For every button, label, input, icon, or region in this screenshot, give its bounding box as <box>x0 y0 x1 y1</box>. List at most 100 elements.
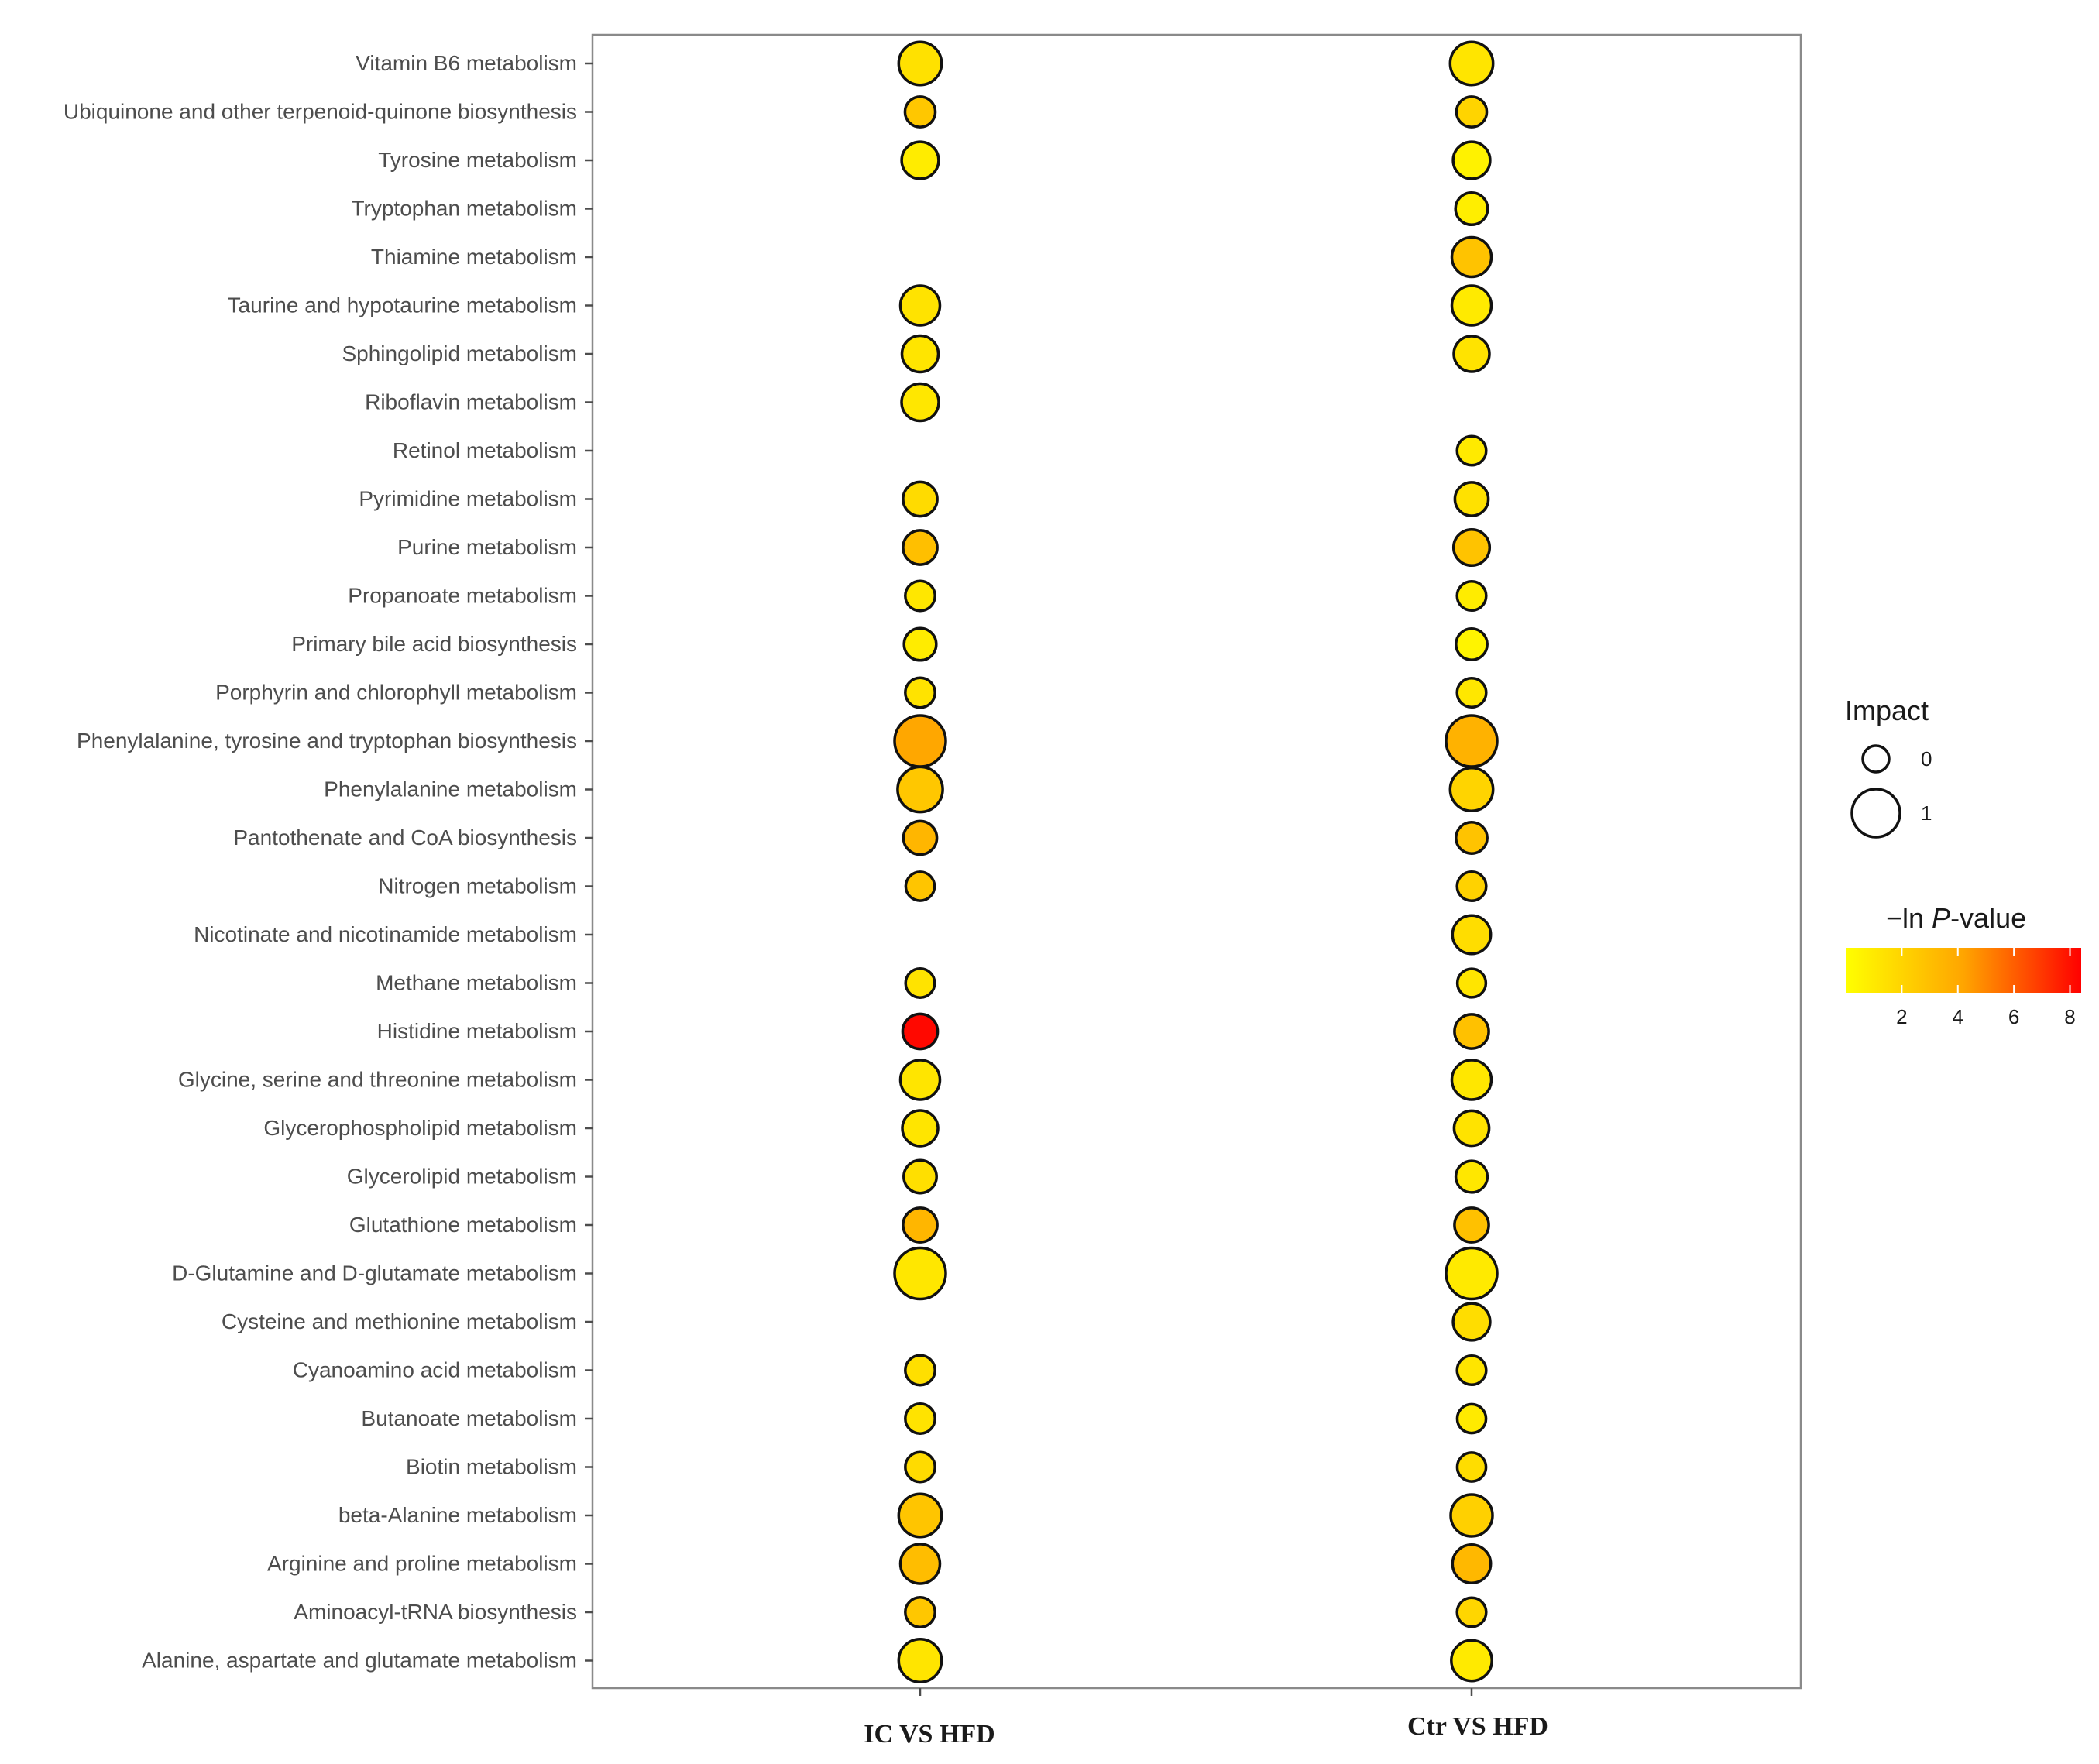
y-tick-label-primary-bile-acid-biosynthesis: Primary bile acid biosynthesis <box>291 632 577 656</box>
point-ic-vs-hfd-ubiquinone-and-other-terpenoid-quinone-biosynthesis <box>903 95 937 129</box>
point-ctr-vs-hfd-phenylalanine-tyrosine-and-tryptophan-biosynthesis <box>1445 714 1499 768</box>
point-ctr-vs-hfd-nicotinate-and-nicotinamide-metabolism <box>1451 914 1493 956</box>
point-ctr-vs-hfd-aminoacyl-trna-biosynthesis <box>1455 1596 1488 1628</box>
point-ic-vs-hfd-phenylalanine-tyrosine-and-tryptophan-biosynthesis <box>893 714 947 768</box>
y-tick-label-glycerophospholipid-metabolism: Glycerophospholipid metabolism <box>263 1116 577 1140</box>
point-ic-vs-hfd-propanoate-metabolism <box>904 579 936 613</box>
y-tick-label-glycine-serine-and-threonine-metabolism: Glycine, serine and threonine metabolism <box>178 1068 577 1092</box>
y-tick-label-alanine-aspartate-and-glutamate-metabolism: Alanine, aspartate and glutamate metabol… <box>142 1649 577 1673</box>
y-tick-label-phenylalanine-tyrosine-and-tryptophan-biosynthesis: Phenylalanine, tyrosine and tryptophan b… <box>77 729 577 753</box>
y-tick-label-tyrosine-metabolism: Tyrosine metabolism <box>378 148 577 172</box>
legend-size-label-1: 1 <box>1921 801 1932 825</box>
y-tick-label-sphingolipid-metabolism: Sphingolipid metabolism <box>342 341 577 365</box>
point-ctr-vs-hfd-tryptophan-metabolism <box>1454 190 1489 227</box>
point-ctr-vs-hfd-cysteine-and-methionine-metabolism <box>1451 1302 1492 1342</box>
point-ctr-vs-hfd-beta-alanine-metabolism <box>1449 1493 1494 1538</box>
point-ctr-vs-hfd-pyrimidine-metabolism <box>1453 481 1490 517</box>
y-tick-label-aminoacyl-trna-biosynthesis: Aminoacyl-tRNA biosynthesis <box>294 1600 577 1624</box>
y-tick-label-riboflavin-metabolism: Riboflavin metabolism <box>365 390 577 414</box>
y-tick-label-glycerolipid-metabolism: Glycerolipid metabolism <box>347 1165 577 1189</box>
legend-pvalue-title: −ln P-value <box>1886 902 2026 934</box>
point-ctr-vs-hfd-nitrogen-metabolism <box>1455 870 1488 903</box>
y-tick-label-pantothenate-and-coa-biosynthesis: Pantothenate and CoA biosynthesis <box>233 825 577 849</box>
y-tick-label-propanoate-metabolism: Propanoate metabolism <box>348 584 577 608</box>
point-ctr-vs-hfd-glycine-serine-and-threonine-metabolism <box>1450 1059 1493 1101</box>
point-ctr-vs-hfd-tyrosine-metabolism <box>1451 140 1492 180</box>
size-legend: 01 <box>1850 744 1932 839</box>
point-ic-vs-hfd-aminoacyl-trna-biosynthesis <box>904 1596 936 1628</box>
point-ctr-vs-hfd-vitamin-b6-metabolism <box>1448 40 1495 87</box>
point-ctr-vs-hfd-pantothenate-and-coa-biosynthesis <box>1455 821 1489 855</box>
legend-pvalue-italic: P <box>1932 902 1950 934</box>
x-tick-label-ctr-vs-hfd: Ctr VS HFD <box>1407 1712 1548 1741</box>
legend-size-0 <box>1861 744 1891 774</box>
point-ctr-vs-hfd-retinol-metabolism <box>1455 434 1488 467</box>
point-ic-vs-hfd-primary-bile-acid-biosynthesis <box>902 626 938 662</box>
point-ctr-vs-hfd-purine-metabolism <box>1451 527 1492 568</box>
point-ic-vs-hfd-alanine-aspartate-and-glutamate-metabolism <box>897 1638 943 1683</box>
point-ic-vs-hfd-taurine-and-hypotaurine-metabolism <box>898 284 942 327</box>
point-ic-vs-hfd-vitamin-b6-metabolism <box>897 40 943 87</box>
point-ctr-vs-hfd-ubiquinone-and-other-terpenoid-quinone-biosynthesis <box>1455 95 1489 129</box>
legend-size-label-0: 0 <box>1921 747 1932 770</box>
point-ic-vs-hfd-porphyrin-and-chlorophyll-metabolism <box>904 676 936 709</box>
point-ctr-vs-hfd-propanoate-metabolism <box>1455 579 1488 613</box>
point-ic-vs-hfd-glycerophospholipid-metabolism <box>901 1109 940 1148</box>
colorbar-label-8: 8 <box>2064 1005 2075 1028</box>
point-ctr-vs-hfd-glutathione-metabolism <box>1453 1206 1490 1244</box>
legend-pvalue-suffix: -value <box>1950 902 2026 934</box>
y-tick-label-phenylalanine-metabolism: Phenylalanine metabolism <box>324 777 577 801</box>
colorbar-label-2: 2 <box>1896 1005 1907 1028</box>
y-tick-label-nicotinate-and-nicotinamide-metabolism: Nicotinate and nicotinamide metabolism <box>194 922 577 946</box>
y-tick-label-d-glutamine-and-d-glutamate-metabolism: D-Glutamine and D-glutamate metabolism <box>172 1261 577 1285</box>
y-tick-label-methane-metabolism: Methane metabolism <box>376 971 577 995</box>
point-ctr-vs-hfd-methane-metabolism <box>1455 967 1488 999</box>
point-ic-vs-hfd-pantothenate-and-coa-biosynthesis <box>902 819 939 856</box>
legend-pvalue-prefix: −ln <box>1886 902 1932 934</box>
y-tick-label-taurine-and-hypotaurine-metabolism: Taurine and hypotaurine metabolism <box>228 293 577 317</box>
y-tick-label-pyrimidine-metabolism: Pyrimidine metabolism <box>359 487 577 511</box>
y-axis: Vitamin B6 metabolism Ubiquinone and othe… <box>64 51 593 1673</box>
y-tick-label-tryptophan-metabolism: Tryptophan metabolism <box>351 197 577 221</box>
point-ic-vs-hfd-purine-metabolism <box>902 529 939 566</box>
point-ctr-vs-hfd-biotin-metabolism <box>1455 1451 1488 1483</box>
colorbar-label-4: 4 <box>1953 1005 1963 1028</box>
colorbar-label-6: 6 <box>2008 1005 2019 1028</box>
y-tick-label-purine-metabolism: Purine metabolism <box>397 535 577 559</box>
point-ic-vs-hfd-pyrimidine-metabolism <box>902 480 939 518</box>
x-tick-label-ic-vs-hfd: IC VS HFD <box>864 1720 995 1749</box>
point-ic-vs-hfd-biotin-metabolism <box>904 1450 936 1484</box>
y-tick-label-ubiquinone-and-other-terpenoid-quinone-biosynthesis: Ubiquinone and other terpenoid-quinone b… <box>64 100 577 124</box>
point-ctr-vs-hfd-alanine-aspartate-and-glutamate-metabolism <box>1450 1639 1493 1683</box>
point-ic-vs-hfd-nitrogen-metabolism <box>904 870 936 902</box>
y-tick-label-beta-alanine-metabolism: beta-Alanine metabolism <box>338 1503 577 1527</box>
point-ctr-vs-hfd-sphingolipid-metabolism <box>1452 335 1491 373</box>
point-ctr-vs-hfd-taurine-and-hypotaurine-metabolism <box>1450 284 1493 327</box>
point-ctr-vs-hfd-thiamine-metabolism <box>1450 235 1493 279</box>
data-points <box>893 40 1499 1683</box>
x-axis: IC VS HFD Ctr VS HFD <box>864 1688 1548 1749</box>
point-ic-vs-hfd-glutathione-metabolism <box>902 1206 939 1244</box>
y-tick-label-cysteine-and-methionine-metabolism: Cysteine and methionine metabolism <box>222 1309 577 1333</box>
y-tick-label-butanoate-metabolism: Butanoate metabolism <box>361 1406 577 1430</box>
point-ic-vs-hfd-glycine-serine-and-threonine-metabolism <box>898 1059 942 1101</box>
y-tick-label-cyanoamino-acid-metabolism: Cyanoamino acid metabolism <box>293 1358 577 1382</box>
point-ic-vs-hfd-arginine-and-proline-metabolism <box>898 1543 942 1585</box>
legend-size-1 <box>1850 788 1901 839</box>
point-ctr-vs-hfd-glycerophospholipid-metabolism <box>1452 1109 1491 1148</box>
point-ic-vs-hfd-cyanoamino-acid-metabolism <box>904 1354 936 1387</box>
point-ic-vs-hfd-beta-alanine-metabolism <box>897 1492 943 1539</box>
point-ic-vs-hfd-histidine-metabolism <box>901 1012 940 1051</box>
y-tick-label-retinol-metabolism: Retinol metabolism <box>393 438 577 462</box>
y-tick-label-thiamine-metabolism: Thiamine metabolism <box>371 245 577 269</box>
point-ic-vs-hfd-glycerolipid-metabolism <box>902 1158 938 1195</box>
point-ctr-vs-hfd-histidine-metabolism <box>1453 1013 1490 1050</box>
point-ctr-vs-hfd-primary-bile-acid-biosynthesis <box>1455 627 1489 661</box>
point-ctr-vs-hfd-butanoate-metabolism <box>1455 1402 1488 1435</box>
y-tick-label-biotin-metabolism: Biotin metabolism <box>406 1455 577 1479</box>
point-ctr-vs-hfd-porphyrin-and-chlorophyll-metabolism <box>1455 676 1488 709</box>
point-ic-vs-hfd-butanoate-metabolism <box>904 1402 936 1435</box>
y-tick-label-glutathione-metabolism: Glutathione metabolism <box>349 1213 577 1237</box>
